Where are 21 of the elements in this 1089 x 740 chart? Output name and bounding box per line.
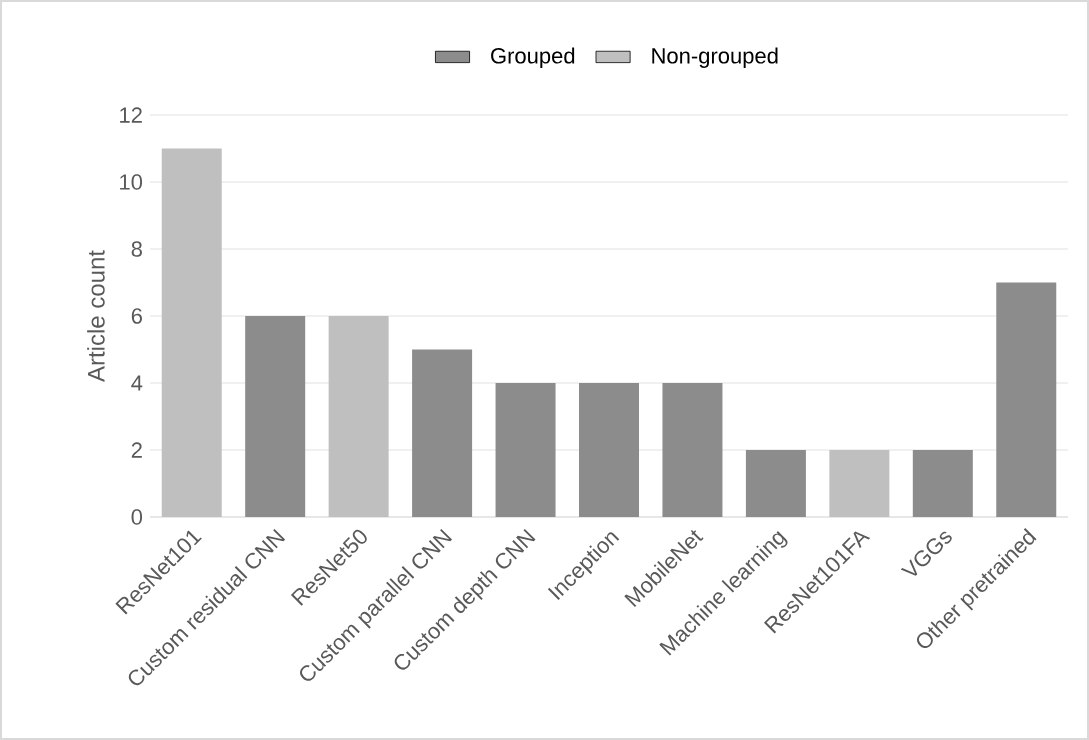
- bar: [161, 148, 222, 517]
- legend-label: Grouped: [491, 47, 575, 68]
- y-axis-title: Article count: [87, 250, 105, 382]
- y-tick-label: 10: [120, 174, 143, 190]
- y-tick-label: 0: [131, 509, 143, 525]
- y-tick-label: 12: [120, 107, 142, 123]
- bar: [328, 315, 389, 517]
- y-tick-label: 2: [131, 442, 142, 458]
- legend-label: Non-grouped: [652, 47, 778, 68]
- y-tick-label: 4: [131, 375, 143, 391]
- y-tick-label: 8: [131, 241, 142, 257]
- bar: [662, 382, 723, 517]
- bar: [996, 282, 1057, 517]
- bar: [579, 382, 639, 517]
- bar: [912, 449, 973, 517]
- bar: [245, 315, 306, 517]
- y-tick-label: 6: [131, 308, 142, 324]
- bar: [412, 349, 473, 517]
- bar: [745, 449, 806, 517]
- bar: [829, 449, 890, 517]
- bar: [495, 382, 556, 517]
